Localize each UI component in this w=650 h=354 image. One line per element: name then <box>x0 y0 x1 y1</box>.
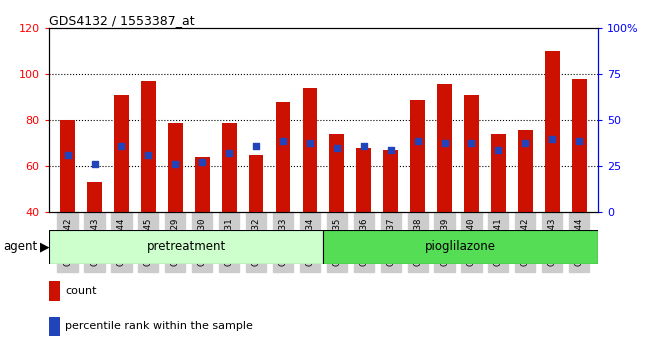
Bar <box>491 134 506 212</box>
Point <box>89 161 99 167</box>
Bar <box>356 148 371 212</box>
Bar <box>87 182 102 212</box>
Point <box>116 143 127 149</box>
Bar <box>410 100 425 212</box>
Bar <box>464 95 479 212</box>
Bar <box>324 230 598 264</box>
Point <box>278 138 288 144</box>
Text: GDS4132 / 1553387_at: GDS4132 / 1553387_at <box>49 14 194 27</box>
Point <box>520 141 530 146</box>
Point <box>439 141 450 146</box>
Bar <box>168 123 183 212</box>
Text: percentile rank within the sample: percentile rank within the sample <box>65 321 253 331</box>
Bar <box>114 95 129 212</box>
Point <box>412 138 423 144</box>
Text: pioglilazone: pioglilazone <box>425 240 496 253</box>
Bar <box>249 155 263 212</box>
Point <box>62 152 73 158</box>
Bar <box>222 123 237 212</box>
Text: agent: agent <box>3 240 38 253</box>
Point <box>547 136 558 142</box>
Point <box>170 161 181 167</box>
Point <box>385 148 396 153</box>
Point <box>493 148 504 153</box>
Bar <box>141 81 156 212</box>
Bar <box>330 134 344 212</box>
Bar <box>302 88 317 212</box>
Text: pretreatment: pretreatment <box>146 240 226 253</box>
Bar <box>276 102 291 212</box>
Bar <box>60 120 75 212</box>
Bar <box>437 84 452 212</box>
Point <box>332 145 342 151</box>
Point <box>143 152 153 158</box>
Point <box>466 141 476 146</box>
Text: count: count <box>65 286 96 296</box>
Text: ▶: ▶ <box>40 240 50 253</box>
Point <box>197 159 207 165</box>
Point <box>251 143 261 149</box>
Bar <box>518 130 533 212</box>
Bar <box>572 79 586 212</box>
Bar <box>49 230 324 264</box>
Bar <box>195 157 209 212</box>
Point <box>359 143 369 149</box>
Bar <box>384 150 398 212</box>
Bar <box>545 51 560 212</box>
Point <box>305 141 315 146</box>
Point <box>574 138 584 144</box>
Point <box>224 150 235 155</box>
